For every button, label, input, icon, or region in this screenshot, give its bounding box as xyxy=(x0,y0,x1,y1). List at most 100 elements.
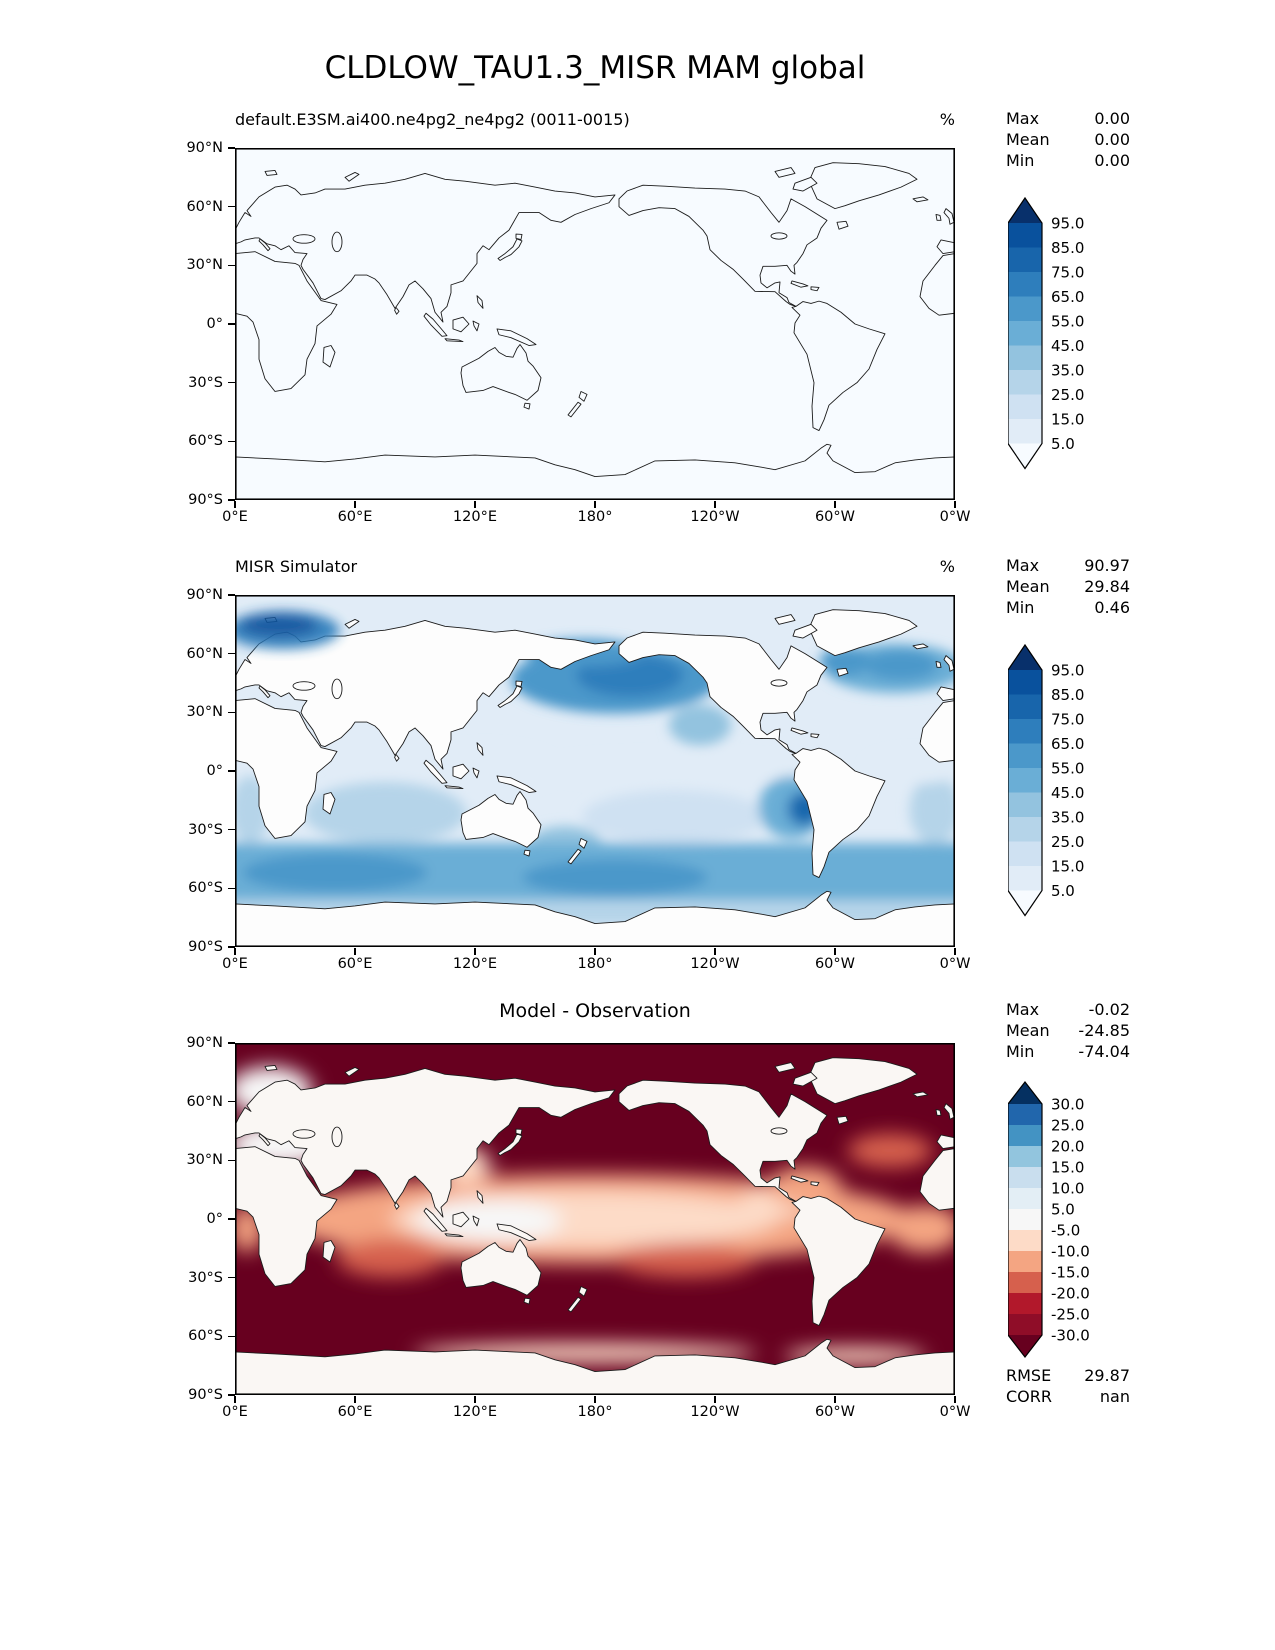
x-tick-mark xyxy=(354,1395,356,1403)
colorbar-tick-label: 55.0 xyxy=(1051,313,1084,331)
stat-value: 29.84 xyxy=(1084,577,1130,596)
y-tick-label: 90°N xyxy=(186,140,223,156)
map-difference: 90°N 60°N 30°N 0° 30°S 60°S 90°S 0°E 60°E 120°E 18… xyxy=(186,1035,970,1420)
x-tick-mark xyxy=(354,500,356,508)
y-tick-mark xyxy=(228,264,235,267)
y-tick-mark xyxy=(228,770,235,772)
x-tick-mark xyxy=(954,500,956,508)
colorbar-tick-label: 5.0 xyxy=(1051,882,1075,900)
colorbar-tick-label: 35.0 xyxy=(1051,362,1084,380)
y-tick-mark xyxy=(228,1159,235,1162)
y-tick-mark xyxy=(228,1276,235,1279)
colorbar-tick-label: 45.0 xyxy=(1051,784,1084,802)
x-tick-label: 180° xyxy=(577,509,613,525)
colorbar-tick-label: 25.0 xyxy=(1051,1117,1084,1135)
colorbar-tick-label: 85.0 xyxy=(1051,239,1084,257)
x-tick-mark xyxy=(834,947,836,955)
colorbar-tick-label: 25.0 xyxy=(1051,833,1084,851)
y-tick-label: 90°N xyxy=(186,587,223,603)
colorbar-tick-label: -30.0 xyxy=(1051,1327,1090,1345)
x-tick-label: 0°E xyxy=(222,509,248,525)
stat-row: Min 0.46 xyxy=(1006,597,1130,618)
y-tick-label: 30°N xyxy=(186,704,223,721)
colorbar-tick-label: 15.0 xyxy=(1051,858,1084,876)
colorbar-tick-label: -20.0 xyxy=(1051,1285,1090,1303)
y-tick-mark xyxy=(228,323,235,325)
x-tick-label: 60°W xyxy=(814,956,855,972)
x-tick-label: 60°E xyxy=(337,1404,373,1420)
stat-label: CORR xyxy=(1006,1387,1052,1406)
colorbar-tick-label: 75.0 xyxy=(1051,711,1084,729)
x-tick-label: 120°E xyxy=(452,956,498,972)
panel2-title: MISR Simulator xyxy=(235,557,358,576)
x-tick-mark xyxy=(594,500,596,508)
colorbar-tick-label: 75.0 xyxy=(1051,264,1084,282)
x-tick-mark xyxy=(714,947,716,955)
stat-value: 29.87 xyxy=(1084,1366,1130,1385)
colorbar-tick-label: -5.0 xyxy=(1051,1222,1080,1240)
x-tick-mark xyxy=(234,947,236,955)
y-tick-label: 30°S xyxy=(188,374,223,391)
stat-value: -24.85 xyxy=(1078,1021,1130,1040)
panel1-stats: Max 0.00 Mean 0.00 Min 0.00 xyxy=(1006,108,1130,171)
stat-row: Min 0.00 xyxy=(1006,150,1130,171)
colorbar-model: 95.0 85.0 75.0 65.0 55.0 45.0 35.0 25.0 15.0 5.0 xyxy=(1007,194,1108,477)
x-tick-mark xyxy=(594,1395,596,1403)
y-tick-label: 0° xyxy=(206,316,223,332)
y-tick-label: 30°S xyxy=(188,1269,223,1286)
stat-row: Max 0.00 xyxy=(1006,108,1130,129)
y-tick-label: 30°S xyxy=(188,821,223,838)
stat-label: Min xyxy=(1006,1042,1035,1061)
colorbar-tick-label: 55.0 xyxy=(1051,760,1084,778)
stat-value: 90.97 xyxy=(1084,556,1130,575)
colorbar-tick-label: 45.0 xyxy=(1051,337,1084,355)
x-tick-mark xyxy=(474,500,476,508)
stat-value: 0.46 xyxy=(1094,598,1130,617)
x-tick-mark xyxy=(954,1395,956,1403)
x-tick-mark xyxy=(714,500,716,508)
stat-label: Max xyxy=(1006,109,1040,128)
stat-label: Max xyxy=(1006,1000,1040,1019)
x-tick-label: 180° xyxy=(577,1404,613,1420)
colorbar-tick-label: 15.0 xyxy=(1051,1159,1084,1177)
y-tick-mark xyxy=(228,440,235,443)
stat-label: Mean xyxy=(1006,1021,1050,1040)
colorbar-tick-label: 5.0 xyxy=(1051,1201,1075,1219)
colorbar-tick-label: 95.0 xyxy=(1051,215,1084,233)
x-tick-label: 60°W xyxy=(814,509,855,525)
colorbar-tick-label: 30.0 xyxy=(1051,1096,1084,1114)
y-tick-mark xyxy=(228,1218,235,1220)
y-tick-mark xyxy=(228,711,235,714)
x-tick-label: 120°W xyxy=(690,509,740,525)
stat-value: 0.00 xyxy=(1094,151,1130,170)
y-tick-label: 0° xyxy=(206,763,223,779)
x-tick-mark xyxy=(954,947,956,955)
colorbar-tick-label: -25.0 xyxy=(1051,1306,1090,1324)
panel3-extra-stats: RMSE 29.87 CORR nan xyxy=(1006,1365,1130,1407)
colorbar-tick-label: 25.0 xyxy=(1051,386,1084,404)
x-tick-label: 120°E xyxy=(452,1404,498,1420)
x-tick-label: 120°E xyxy=(452,509,498,525)
y-tick-mark xyxy=(228,381,235,384)
stat-row: Mean 29.84 xyxy=(1006,576,1130,597)
colorbar-tick-label: 65.0 xyxy=(1051,288,1084,306)
x-tick-mark xyxy=(714,1395,716,1403)
colorbar-difference: 30.0 25.0 20.0 15.0 10.0 5.0 -5.0 -10.0 -15.0 -20… xyxy=(1007,1078,1108,1365)
x-tick-mark xyxy=(234,1395,236,1403)
panel2-unit-label: % xyxy=(939,557,955,576)
y-tick-label: 30°N xyxy=(186,1152,223,1169)
y-tick-label: 90°S xyxy=(188,1387,223,1403)
y-tick-mark xyxy=(228,1042,235,1044)
colorbar-tick-label: -15.0 xyxy=(1051,1264,1090,1282)
y-tick-mark xyxy=(228,887,235,890)
stat-row: Max 90.97 xyxy=(1006,555,1130,576)
x-tick-label: 0°W xyxy=(939,956,971,972)
figure-title: CLDLOW_TAU1.3_MISR MAM global xyxy=(324,50,866,86)
map-observation: 90°N 60°N 30°N 0° 30°S 60°S 90°S 0°E 60°E 120°E 18… xyxy=(186,587,970,972)
x-tick-mark xyxy=(834,1395,836,1403)
x-tick-label: 60°W xyxy=(814,1404,855,1420)
y-tick-mark xyxy=(228,652,235,655)
y-tick-mark xyxy=(228,946,235,948)
stat-label: RMSE xyxy=(1006,1366,1052,1385)
